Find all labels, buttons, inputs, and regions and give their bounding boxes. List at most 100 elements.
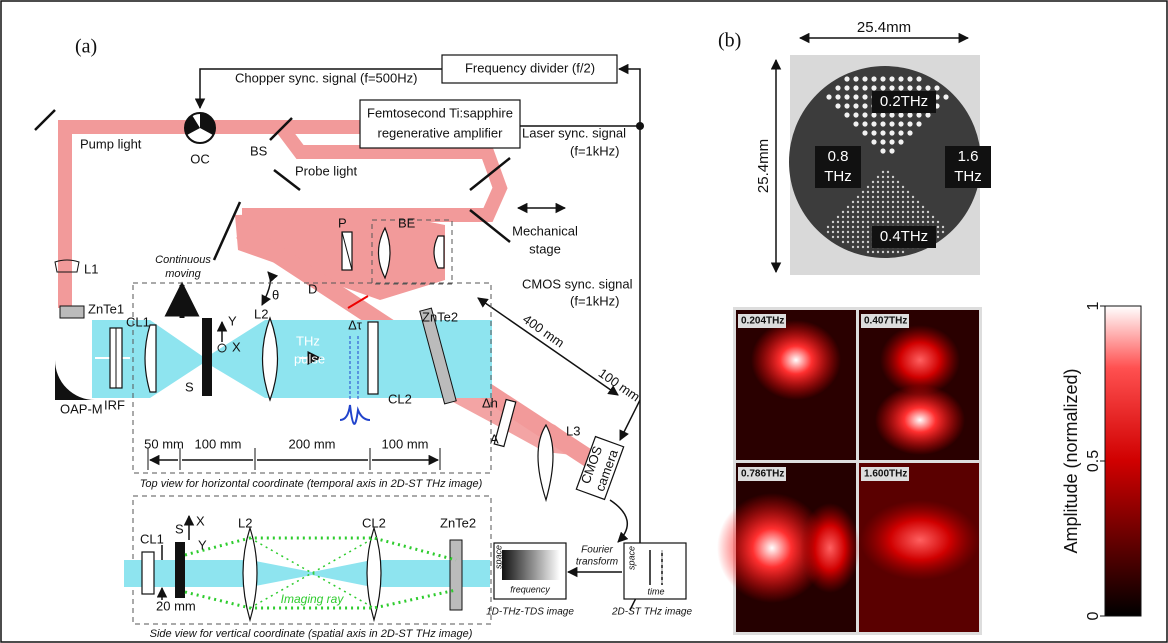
disk-hole [872,191,874,193]
figure: (a) Frequency divider (f/2) Chopper sync… [0,0,1168,643]
label: THz [824,168,852,185]
label: Laser sync. signal [522,125,626,140]
shape [450,540,462,610]
disk-hole [912,201,914,203]
disk-hole [897,201,899,203]
disk-hole [867,216,869,218]
shape [434,236,444,268]
shape [478,298,618,395]
disk-hole [842,241,844,243]
disk-hole [877,176,879,178]
disk-hole [880,139,885,144]
disk-hole [857,201,859,203]
disk-hole [907,221,909,223]
disk-hole [857,211,859,213]
label: 1D-THz-TDS image [486,607,574,618]
disk-hole [867,246,869,248]
disk-hole [897,191,899,193]
disk-hole [917,201,919,203]
disk-hole [934,85,939,90]
disk-hole [902,221,904,223]
disk-hole [872,221,874,223]
disk-hole [847,226,849,228]
disk-hole [892,206,894,208]
label: Pump light [80,136,142,151]
disk-hole [862,103,867,108]
disk-hole [892,221,894,223]
disk-hole [892,181,894,183]
shape [214,202,240,260]
shape [538,425,553,500]
disk-hole [872,196,874,198]
disk-hole [917,221,919,223]
disk-hole [917,211,919,213]
shape [175,542,185,598]
disk-hole [857,221,859,223]
disk-hole [842,226,844,228]
disk-hole [942,226,944,228]
disk-hole [842,211,844,213]
disk-hole [852,241,854,243]
label: 0.786THz [741,469,784,480]
disk-hole [887,171,889,173]
disk-hole [857,216,859,218]
disk-hole [937,221,939,223]
disk-hole [898,130,903,135]
disk-hole [847,211,849,213]
disk-hole [887,251,889,253]
disk-hole [827,231,829,233]
disk-hole [897,186,899,188]
label: BE [398,215,416,230]
label: S [185,379,194,394]
label: 25.4mm [857,19,911,36]
disk-hole [867,186,869,188]
label: CL2 [362,515,386,530]
shape [60,306,84,318]
disk-hole [872,216,874,218]
disk-hole [902,216,904,218]
disk-hole [872,201,874,203]
disk-hole [887,181,889,183]
label: transform [576,557,618,568]
disk-hole [897,216,899,218]
disk-hole [907,206,909,208]
disk-hole [877,201,879,203]
disk-hole [862,221,864,223]
disk-hole [867,226,869,228]
disk-hole [916,121,921,126]
disk-hole [927,221,929,223]
label: L2 [254,306,268,321]
disk-hole [857,226,859,228]
disk-hole [902,186,904,188]
disk-hole [882,171,884,173]
disk-hole [867,241,869,243]
label: (f=1kHz) [570,293,619,308]
page: Figure {"panel_a": { "label": "(a)", "fr… [0,0,1168,643]
label: 100 mm [382,436,429,451]
disk-hole [835,85,840,90]
disk-hole [871,139,876,144]
disk-hole [912,221,914,223]
shape [502,550,560,580]
disk-hole [898,76,903,81]
disk-hole [852,211,854,213]
shape [55,318,95,400]
disk-hole [937,236,939,238]
disk-hole [880,76,885,81]
label: regenerative amplifier [377,125,503,140]
disk-hole [867,196,869,198]
disk-hole [927,216,929,218]
shape [619,69,640,126]
disk-hole [853,76,858,81]
label: 0.8 [828,148,849,165]
disk-hole [872,211,874,213]
disk-hole [943,94,948,99]
disk-hole [853,94,858,99]
disk-hole [832,231,834,233]
disk-hole [927,211,929,213]
disk-hole [912,196,914,198]
disk-hole [912,216,914,218]
disk-hole [852,226,854,228]
colorbar-tick-label: 1 [1085,301,1102,310]
disk-hole [853,85,858,90]
